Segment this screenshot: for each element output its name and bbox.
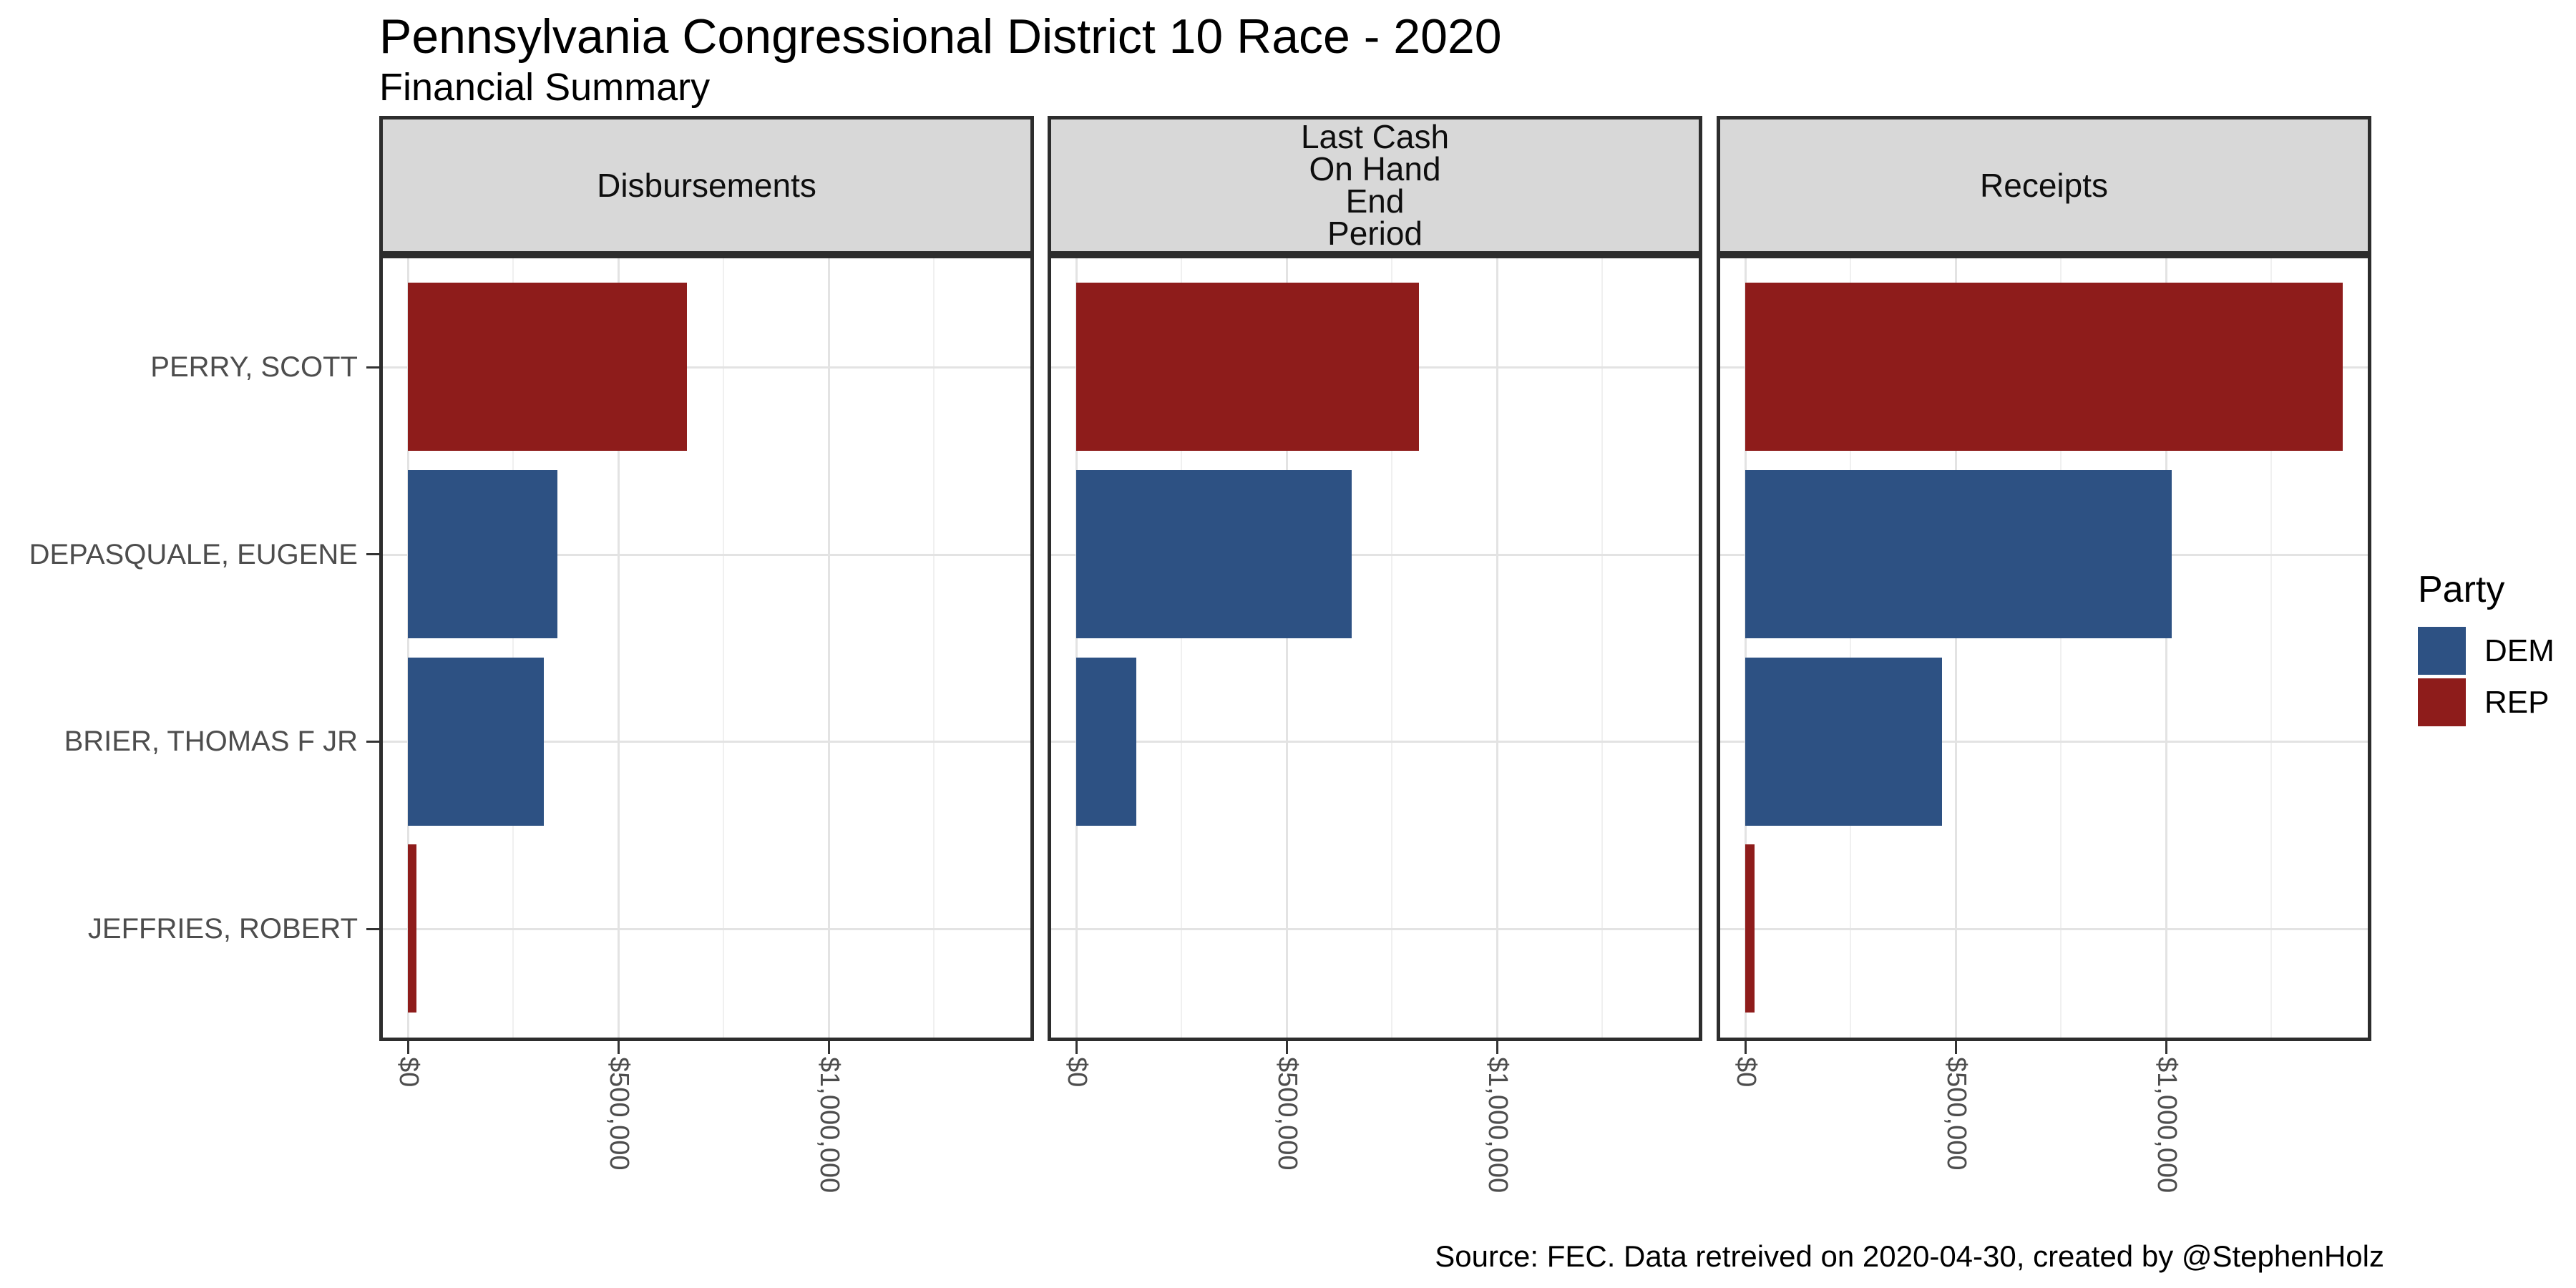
gridline-x-major bbox=[1286, 258, 1288, 1038]
x-tick-mark bbox=[1955, 1041, 1957, 1054]
gridline-x-minor bbox=[1601, 258, 1603, 1038]
gridline-x-major bbox=[1955, 258, 1957, 1038]
y-tick-mark bbox=[366, 366, 379, 369]
facet-strip-label-receipts: Receipts bbox=[1980, 166, 2108, 204]
bar-jeffries-robert-disbursements bbox=[408, 844, 416, 1013]
gridline-x-major bbox=[618, 258, 620, 1038]
gridline-x-major bbox=[1745, 258, 1747, 1038]
gridline-x-minor bbox=[933, 258, 935, 1038]
y-tick-mark bbox=[366, 553, 379, 555]
legend-key-dem bbox=[2418, 627, 2466, 675]
x-tick-label-1-000-000: $1,000,000 bbox=[2152, 1057, 2182, 1194]
x-tick-label-500-000: $500,000 bbox=[1941, 1057, 1971, 1171]
legend: Party DEM REP bbox=[2418, 568, 2555, 730]
gridline-x-major bbox=[407, 258, 409, 1038]
y-tick-mark bbox=[366, 928, 379, 930]
x-tick-mark bbox=[1286, 1041, 1288, 1054]
facet-strip-label-last-cash-on-hand-end-period: Last Cash On Hand End Period bbox=[1300, 118, 1450, 252]
gridline-y-major bbox=[1051, 928, 1699, 930]
x-tick-mark bbox=[1496, 1041, 1498, 1054]
x-tick-label-1-000-000: $1,000,000 bbox=[814, 1057, 844, 1194]
gridline-y-major bbox=[383, 741, 1030, 743]
x-tick-mark bbox=[2165, 1041, 2167, 1054]
gridline-x-minor bbox=[2270, 258, 2272, 1038]
gridline-y-major bbox=[383, 928, 1030, 930]
facet-panel-receipts bbox=[1717, 255, 2371, 1041]
x-tick-mark bbox=[1745, 1041, 1747, 1054]
bar-jeffries-robert-receipts bbox=[1745, 844, 1755, 1013]
x-tick-mark bbox=[407, 1041, 409, 1054]
bar-brier-thomas-f-jr-receipts bbox=[1745, 658, 1942, 826]
gridline-x-minor bbox=[2060, 258, 2062, 1038]
gridline-y-major bbox=[1051, 554, 1699, 556]
legend-label-rep: REP bbox=[2484, 684, 2550, 720]
bar-perry-scott-receipts bbox=[1745, 283, 2343, 451]
gridline-y-major bbox=[1720, 928, 2368, 930]
y-axis-label-depasquale-eugene: DEPASQUALE, EUGENE bbox=[29, 539, 358, 570]
gridline-y-major bbox=[1720, 741, 2368, 743]
y-axis-label-jeffries-robert: JEFFRIES, ROBERT bbox=[87, 913, 358, 945]
legend-entries: DEM REP bbox=[2418, 627, 2555, 726]
gridline-x-major bbox=[1075, 258, 1078, 1038]
gridline-y-major bbox=[1051, 741, 1699, 743]
bar-brier-thomas-f-jr-last-cash-on-hand-end-period bbox=[1076, 658, 1136, 826]
bar-depasquale-eugene-disbursements bbox=[408, 470, 557, 638]
gridline-y-major bbox=[383, 366, 1030, 369]
bar-perry-scott-last-cash-on-hand-end-period bbox=[1076, 283, 1419, 451]
x-tick-label-500-000: $500,000 bbox=[1272, 1057, 1302, 1171]
x-tick-mark bbox=[1075, 1041, 1078, 1054]
gridline-x-major bbox=[1496, 258, 1498, 1038]
gridline-x-minor bbox=[1850, 258, 1851, 1038]
facet-strip-last-cash-on-hand-end-period: Last Cash On Hand End Period bbox=[1048, 116, 1702, 255]
x-tick-label-500-000: $500,000 bbox=[604, 1057, 634, 1171]
facet-strip-receipts: Receipts bbox=[1717, 116, 2371, 255]
x-tick-label-1-000-000: $1,000,000 bbox=[1483, 1057, 1513, 1194]
gridline-x-minor bbox=[1181, 258, 1182, 1038]
gridline-x-major bbox=[2165, 258, 2167, 1038]
gridline-x-minor bbox=[512, 258, 514, 1038]
x-tick-label-0: $0 bbox=[394, 1057, 424, 1088]
gridline-x-major bbox=[828, 258, 830, 1038]
facet-strip-label-disbursements: Disbursements bbox=[597, 166, 816, 204]
chart-subtitle: Financial Summary bbox=[379, 66, 711, 109]
facet-panel-disbursements bbox=[379, 255, 1034, 1041]
y-tick-mark bbox=[366, 741, 379, 743]
y-axis-label-perry-scott: PERRY, SCOTT bbox=[150, 351, 358, 383]
legend-key-rep bbox=[2418, 678, 2466, 726]
chart-caption: Source: FEC. Data retreived on 2020-04-3… bbox=[1435, 1239, 2384, 1273]
x-tick-mark bbox=[828, 1041, 830, 1054]
legend-label-dem: DEM bbox=[2484, 633, 2555, 668]
bar-depasquale-eugene-receipts bbox=[1745, 470, 2172, 638]
legend-entry-rep: REP bbox=[2418, 678, 2555, 726]
gridline-x-minor bbox=[1391, 258, 1392, 1038]
y-axis-label-brier-thomas-f-jr: BRIER, THOMAS F JR bbox=[64, 726, 358, 757]
legend-entry-dem: DEM bbox=[2418, 627, 2555, 675]
gridline-x-minor bbox=[723, 258, 724, 1038]
gridline-y-major bbox=[383, 554, 1030, 556]
x-tick-label-0: $0 bbox=[1062, 1057, 1092, 1088]
legend-title: Party bbox=[2418, 569, 2505, 610]
bar-depasquale-eugene-last-cash-on-hand-end-period bbox=[1076, 470, 1352, 638]
bar-perry-scott-disbursements bbox=[408, 283, 687, 451]
x-tick-label-0: $0 bbox=[1731, 1057, 1761, 1088]
x-tick-mark bbox=[618, 1041, 620, 1054]
facet-panel-last-cash-on-hand-end-period bbox=[1048, 255, 1702, 1041]
bar-brier-thomas-f-jr-disbursements bbox=[408, 658, 544, 826]
chart-title: Pennsylvania Congressional District 10 R… bbox=[379, 9, 1502, 64]
facet-strip-disbursements: Disbursements bbox=[379, 116, 1034, 255]
